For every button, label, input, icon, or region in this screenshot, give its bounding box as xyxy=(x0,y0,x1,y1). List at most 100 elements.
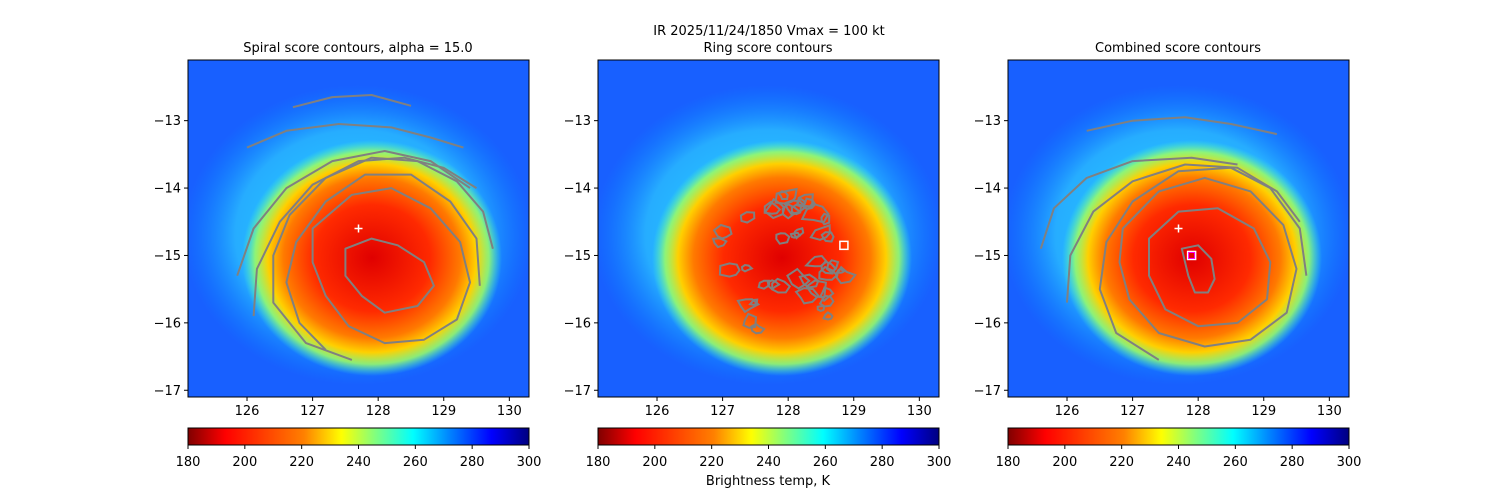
contour-layer xyxy=(1039,116,1308,361)
colorbar-tick-label: 180 xyxy=(176,455,201,470)
colorbar-gradient xyxy=(187,427,530,446)
colorbar-tick-label: 220 xyxy=(1109,455,1134,470)
score-contour-1 xyxy=(1148,207,1272,328)
x-tick-label: 129 xyxy=(841,404,866,419)
marker-layer xyxy=(1174,224,1197,261)
ring-contour-50 xyxy=(820,260,837,275)
colorbar-tick-label: 180 xyxy=(586,455,611,470)
colorbar-tick-label: 200 xyxy=(642,455,667,470)
colorbar-tick-label: 300 xyxy=(517,455,542,470)
colorbar-tick-label: 200 xyxy=(1052,455,1077,470)
axes-frame xyxy=(597,59,940,398)
score-contour-6 xyxy=(246,123,464,149)
y-tick-label: −17 xyxy=(564,384,591,399)
colorbar-tick-label: 200 xyxy=(232,455,257,470)
ring-contour-24 xyxy=(786,267,811,290)
y-tick-label: −14 xyxy=(974,182,1001,197)
x-tick-label: 128 xyxy=(776,404,801,419)
colorbar-tick-label: 240 xyxy=(756,455,781,470)
y-axis: −13 −14 −15 −16 −17 xyxy=(564,114,598,399)
x-tick-label: 129 xyxy=(431,404,456,419)
y-tick-label: −13 xyxy=(154,114,181,129)
score-contour-7 xyxy=(292,94,412,109)
x-axis: 126 127 128 129 130 xyxy=(645,397,932,419)
ring-contour-14 xyxy=(757,279,771,290)
x-tick-label: 130 xyxy=(907,404,932,419)
panel-title: Combined score contours xyxy=(1095,41,1261,56)
y-tick-label: −15 xyxy=(564,249,591,264)
ring-contour-30 xyxy=(816,304,826,312)
marker-layer xyxy=(354,224,363,233)
ring-contour-3 xyxy=(822,311,834,321)
contour-layer xyxy=(711,187,857,335)
ring-contour-29 xyxy=(818,294,835,308)
ring-contour-49 xyxy=(783,199,808,216)
colorbar-spiral: 180 200 220 240 260 280 300 xyxy=(176,427,542,470)
storm-cloud xyxy=(652,140,912,376)
x-tick-label: 128 xyxy=(366,404,391,419)
colorbar-tick-label: 280 xyxy=(460,455,485,470)
x-axis: 126 127 128 129 130 xyxy=(235,397,522,419)
center-cross-marker xyxy=(354,224,363,233)
y-tick-label: −13 xyxy=(974,114,1001,129)
combined-center-marker xyxy=(1188,251,1196,259)
y-tick-label: −15 xyxy=(974,249,1001,264)
panel-title: Spiral score contours, alpha = 15.0 xyxy=(243,41,472,56)
ring-contour-22 xyxy=(771,277,792,294)
ring-contour-48 xyxy=(750,322,766,335)
ring-contour-35 xyxy=(775,232,791,245)
score-contour-0 xyxy=(344,237,435,314)
marker-layer xyxy=(839,240,849,251)
ring-contour-8 xyxy=(777,190,789,200)
contour-layer xyxy=(236,94,494,361)
score-contour-4 xyxy=(1066,163,1301,303)
y-axis: −13 −14 −15 −16 −17 xyxy=(154,114,188,399)
colorbar-tick-label: 300 xyxy=(1337,455,1362,470)
colorbar-tick-label: 280 xyxy=(870,455,895,470)
x-tick-label: 128 xyxy=(1186,404,1211,419)
colorbar-tick-label: 260 xyxy=(1223,455,1248,470)
x-axis: 126 127 128 129 130 xyxy=(1055,397,1342,419)
y-axis: −13 −14 −15 −16 −17 xyxy=(974,114,1008,399)
colorbar-combined: 180 200 220 240 260 280 300 xyxy=(996,427,1362,470)
colorbar-gradient xyxy=(597,427,940,446)
y-tick-label: −17 xyxy=(974,384,1001,399)
storm-cloud xyxy=(242,140,502,376)
x-tick-label: 127 xyxy=(300,404,325,419)
colorbar-tick-label: 180 xyxy=(996,455,1021,470)
ring-contour-6 xyxy=(742,312,758,329)
y-tick-label: −13 xyxy=(564,114,591,129)
panel-title: Ring score contours xyxy=(703,41,832,56)
ring-center-marker xyxy=(839,240,849,251)
ring-contour-25 xyxy=(766,279,781,291)
ring-contour-32 xyxy=(818,265,839,281)
colorbar-tick-label: 220 xyxy=(289,455,314,470)
colorbar-tick-label: 260 xyxy=(403,455,428,470)
score-contour-3 xyxy=(1098,166,1308,361)
colorbar-gradient xyxy=(1007,427,1350,446)
colorbar-tick-label: 220 xyxy=(699,455,724,470)
score-contour-2 xyxy=(1118,176,1298,348)
combined-center-marker-outer xyxy=(1186,250,1197,261)
ring-contour-37 xyxy=(800,202,830,224)
ring-contour-2 xyxy=(718,262,741,278)
colorbar-tick-label: 300 xyxy=(927,455,952,470)
y-tick-label: −16 xyxy=(974,316,1001,331)
ring-contour-18 xyxy=(809,224,831,241)
y-tick-label: −16 xyxy=(154,316,181,331)
y-tick-label: −17 xyxy=(154,384,181,399)
colorbar-label: Brightness temp, K xyxy=(706,474,831,489)
y-tick-label: −15 xyxy=(154,249,181,264)
x-tick-label: 130 xyxy=(497,404,522,419)
axes-frame xyxy=(187,59,530,398)
center-cross-marker xyxy=(1174,224,1183,233)
colorbar-tick-label: 280 xyxy=(1280,455,1305,470)
panel-ring: Ring score contours 126 127 128 129 130 −13−… xyxy=(564,41,940,419)
ring-contour-42 xyxy=(748,298,759,306)
x-tick-label: 129 xyxy=(1251,404,1276,419)
y-tick-label: −14 xyxy=(564,182,591,197)
ring-contour-5 xyxy=(798,273,820,289)
panel-combined: Combined score contours 126 127 128 129 130 … xyxy=(974,41,1350,419)
suptitle: IR 2025/11/24/1850 Vmax = 100 kt xyxy=(653,24,884,39)
